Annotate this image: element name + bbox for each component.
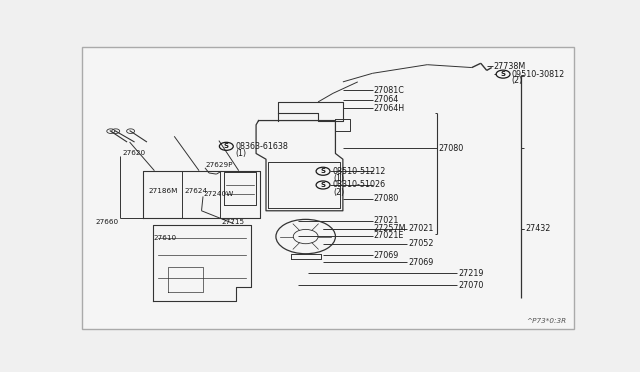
Text: (2): (2) <box>333 187 344 197</box>
Text: (1): (1) <box>236 149 246 158</box>
Text: 27080: 27080 <box>374 194 399 203</box>
Text: 27610: 27610 <box>154 235 177 241</box>
Text: S: S <box>224 143 229 149</box>
Text: 27052: 27052 <box>408 239 434 248</box>
Text: ^P73*0:3R: ^P73*0:3R <box>526 318 566 324</box>
FancyBboxPatch shape <box>83 47 573 329</box>
Text: 27081C: 27081C <box>374 86 404 95</box>
Text: S: S <box>500 71 506 77</box>
Text: 27021E: 27021E <box>374 231 404 240</box>
Text: 27021: 27021 <box>408 224 434 233</box>
Text: 08510-51212: 08510-51212 <box>333 167 387 176</box>
Text: 27660: 27660 <box>96 219 119 225</box>
Text: 27624: 27624 <box>184 188 207 194</box>
Text: 27738M: 27738M <box>493 62 525 71</box>
Text: 08310-51026: 08310-51026 <box>333 180 386 189</box>
Text: 27240W: 27240W <box>203 191 233 197</box>
Text: 27629P: 27629P <box>205 162 232 168</box>
Text: 27219: 27219 <box>458 269 483 278</box>
Text: 27715: 27715 <box>221 219 244 225</box>
Text: 27257M: 27257M <box>374 224 406 233</box>
Text: 27432: 27432 <box>525 224 550 233</box>
Text: 27064: 27064 <box>374 95 399 104</box>
Text: S: S <box>321 168 326 174</box>
Text: 27064H: 27064H <box>374 104 404 113</box>
Text: 27070: 27070 <box>458 281 483 290</box>
Text: S: S <box>321 182 326 188</box>
Text: 27021: 27021 <box>374 216 399 225</box>
Text: 27069: 27069 <box>408 258 434 267</box>
Text: 27080: 27080 <box>438 144 463 153</box>
Text: 27069: 27069 <box>374 251 399 260</box>
Text: (2): (2) <box>511 76 523 85</box>
Text: 09510-30812: 09510-30812 <box>511 70 564 78</box>
Text: 27620: 27620 <box>123 151 146 157</box>
Text: 27186M: 27186M <box>148 188 178 194</box>
Text: 08363-61638: 08363-61638 <box>236 142 288 151</box>
Text: (1): (1) <box>333 174 344 183</box>
